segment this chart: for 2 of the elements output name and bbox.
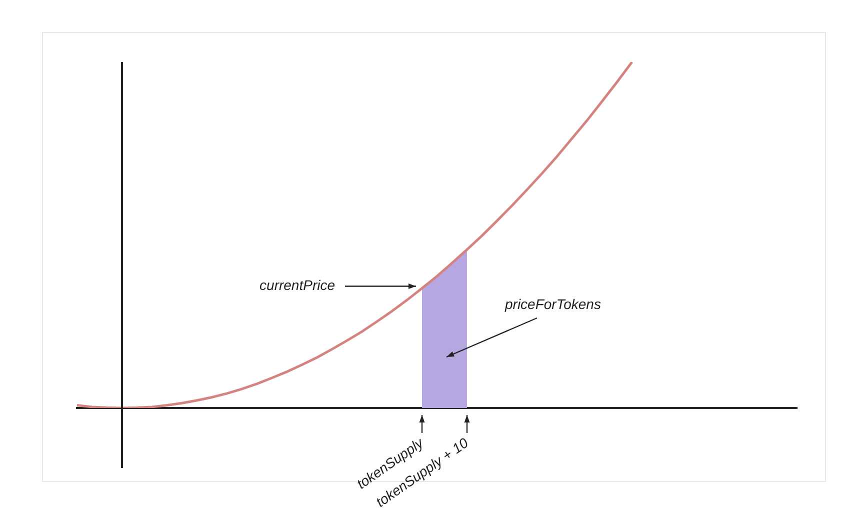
- annotation: currentPrice: [260, 277, 336, 294]
- annotation: priceForTokens: [504, 296, 601, 312]
